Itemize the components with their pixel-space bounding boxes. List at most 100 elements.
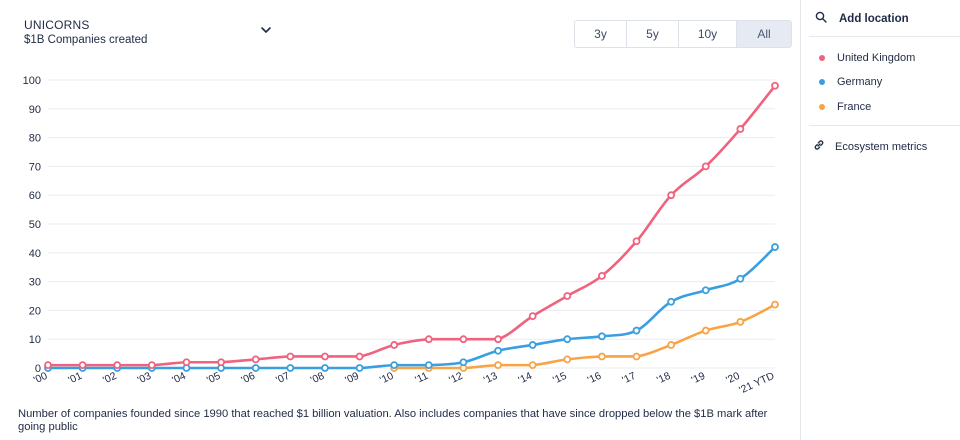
data-point-france — [701, 326, 710, 335]
data-point-united-kingdom — [632, 237, 641, 246]
legend-item-united-kingdom[interactable]: United Kingdom — [819, 50, 915, 66]
y-tick-label: 70 — [29, 161, 41, 173]
data-point-united-kingdom — [771, 81, 779, 90]
y-tick-label: 90 — [29, 104, 41, 116]
x-tick-label: '18 — [655, 370, 673, 387]
x-tick-label: '16 — [586, 370, 604, 387]
data-point-france — [667, 341, 676, 349]
sidebar: Add location United Kingdom Germany Fran… — [800, 0, 960, 440]
range-all-button[interactable]: All — [737, 21, 791, 47]
data-point-france — [771, 300, 779, 309]
data-point-germany — [736, 274, 745, 283]
range-3y-button[interactable]: 3y — [575, 21, 627, 47]
data-point-germany — [390, 361, 399, 370]
x-tick-label: '19 — [690, 370, 708, 387]
data-point-united-kingdom — [598, 271, 606, 280]
data-point-germany — [494, 346, 502, 355]
data-point-united-kingdom — [113, 361, 122, 370]
data-point-united-kingdom — [528, 312, 537, 321]
data-point-france — [736, 318, 745, 326]
data-point-united-kingdom — [563, 292, 572, 300]
data-point-united-kingdom — [147, 361, 156, 370]
x-tick-label: '12 — [447, 370, 465, 387]
data-point-united-kingdom — [217, 358, 225, 367]
data-point-united-kingdom — [494, 335, 502, 344]
link-icon — [813, 138, 825, 156]
data-point-germany — [251, 364, 260, 372]
x-tick-label: '07 — [274, 370, 292, 387]
legend-item-germany[interactable]: Germany — [819, 74, 882, 90]
data-point-germany — [632, 326, 641, 335]
y-tick-label: 20 — [29, 305, 41, 317]
data-point-united-kingdom — [78, 361, 87, 370]
data-point-france — [632, 352, 641, 361]
chart-title: UNICORNS — [24, 18, 90, 32]
x-tick-label: '11 — [413, 370, 430, 386]
legend-item-france[interactable]: France — [819, 99, 871, 115]
data-point-germany — [667, 297, 676, 306]
x-tick-label: '13 — [482, 370, 500, 387]
x-tick-label: '15 — [551, 370, 569, 387]
time-range-selector: 3y 5y 10y All — [574, 20, 792, 48]
ecosystem-metrics-link[interactable]: Ecosystem metrics — [813, 138, 927, 156]
range-10y-button[interactable]: 10y — [679, 21, 737, 47]
data-point-france — [528, 361, 537, 370]
data-point-united-kingdom — [286, 352, 295, 361]
line-chart: 0 10 20 30 40 50 60 70 80 90 100 '00 '01 '02 '03 '04 '05… — [23, 75, 779, 397]
x-tick-label: '21 YTD — [737, 370, 776, 397]
data-point-germany — [598, 332, 606, 341]
data-point-united-kingdom — [251, 355, 260, 364]
chevron-down-icon[interactable] — [258, 22, 274, 38]
chart-footnote: Number of companies founded since 1990 t… — [18, 408, 768, 433]
data-point-united-kingdom — [321, 352, 329, 361]
legend-dot — [819, 79, 825, 85]
y-tick-label: 50 — [29, 219, 41, 231]
data-point-united-kingdom — [667, 191, 676, 200]
y-tick-label: 100 — [23, 75, 41, 87]
data-point-germany — [771, 243, 779, 251]
data-point-germany — [321, 364, 329, 372]
data-point-france — [494, 361, 502, 370]
data-point-united-kingdom — [459, 335, 468, 344]
chart-subtitle: $1B Companies created — [24, 34, 148, 46]
x-tick-label: '06 — [240, 370, 258, 387]
x-tick-label: '10 — [378, 370, 396, 387]
legend-label: Germany — [837, 76, 883, 88]
y-tick-label: 10 — [29, 334, 41, 346]
chart-header: UNICORNS $1B Companies created — [24, 18, 284, 47]
data-point-united-kingdom — [355, 352, 364, 361]
y-tick-label: 80 — [29, 133, 41, 145]
data-point-united-kingdom — [424, 335, 433, 344]
series-line-france — [392, 303, 777, 370]
legend-dot — [819, 104, 825, 110]
data-point-germany — [563, 335, 572, 344]
y-tick-label: 30 — [29, 277, 41, 289]
data-point-germany — [701, 286, 710, 295]
data-point-france — [598, 352, 606, 361]
x-tick-label: '03 — [136, 370, 154, 387]
data-point-united-kingdom — [390, 341, 399, 349]
data-point-germany — [286, 364, 295, 372]
x-tick-label: '00 — [32, 370, 50, 387]
data-point-germany — [528, 341, 537, 349]
data-point-united-kingdom — [182, 358, 191, 367]
add-location-label: Add location — [839, 13, 909, 25]
add-location-button[interactable]: Add location — [815, 10, 955, 28]
data-point-germany — [424, 361, 433, 370]
range-5y-button[interactable]: 5y — [627, 21, 679, 47]
x-tick-label: '01 — [66, 370, 84, 387]
x-tick-label: '02 — [101, 370, 119, 387]
x-tick-label: '09 — [343, 370, 361, 387]
y-tick-label: 0 — [35, 363, 41, 375]
legend-label: United Kingdom — [837, 52, 916, 64]
y-tick-label: 60 — [29, 190, 41, 202]
data-point-germany — [355, 364, 364, 372]
chart-panel: UNICORNS $1B Companies created 3y 5y 10y… — [18, 18, 792, 433]
legend-label: France — [837, 101, 872, 113]
search-icon — [815, 10, 827, 28]
x-tick-label: '14 — [516, 370, 534, 387]
data-point-france — [563, 355, 572, 364]
data-point-united-kingdom — [44, 361, 52, 370]
series-line-germany — [46, 245, 777, 370]
sidebar-divider — [809, 36, 960, 37]
